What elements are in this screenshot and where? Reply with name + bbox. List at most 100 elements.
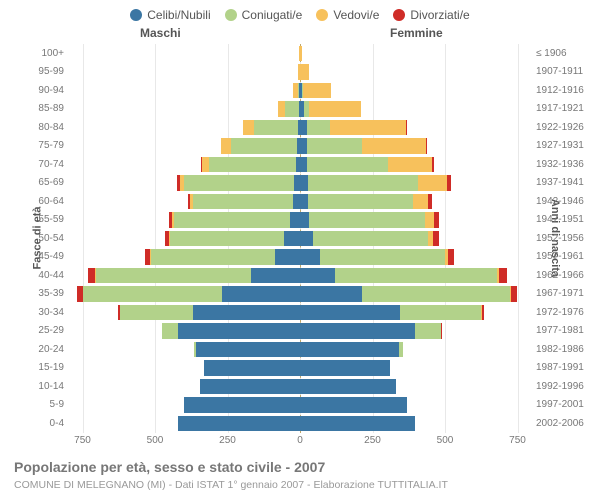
xaxis-tick: 250 xyxy=(219,435,236,446)
pyramid-row: 45-491957-1961 xyxy=(68,248,532,267)
bar-female xyxy=(300,268,507,284)
age-label: 45-49 xyxy=(28,251,64,262)
age-label: 20-24 xyxy=(28,344,64,355)
xaxis-tick: 0 xyxy=(297,435,303,446)
pyramid-row: 85-891917-1921 xyxy=(68,100,532,119)
age-label: 5-9 xyxy=(28,399,64,410)
bar-female xyxy=(300,397,407,413)
bar-female xyxy=(300,286,517,302)
pyramid-row: 100+≤ 1906 xyxy=(68,44,532,63)
bar-male xyxy=(188,194,301,210)
bar-male xyxy=(184,397,300,413)
bar-female xyxy=(300,175,451,191)
bar-female xyxy=(300,212,439,228)
age-label: 50-54 xyxy=(28,233,64,244)
legend-swatch xyxy=(393,9,405,21)
legend-label: Coniugati/e xyxy=(242,8,303,22)
pyramid-row: 75-791927-1931 xyxy=(68,137,532,156)
age-label: 10-14 xyxy=(28,381,64,392)
pyramid-row: 5-91997-2001 xyxy=(68,396,532,415)
bar-female xyxy=(300,323,442,339)
pyramid-row: 35-391967-1971 xyxy=(68,285,532,304)
age-label: 95-99 xyxy=(28,66,64,77)
bar-female xyxy=(300,120,406,136)
age-label: 0-4 xyxy=(28,418,64,429)
year-label: 1987-1991 xyxy=(536,362,594,373)
plot-area: 100+≤ 190695-991907-191190-941912-191685… xyxy=(68,44,532,433)
chart-grid: Fasce di età Anni di nascita 100+≤ 19069… xyxy=(0,44,600,433)
year-label: 1957-1961 xyxy=(536,251,594,262)
bar-female xyxy=(300,64,309,80)
age-label: 15-19 xyxy=(28,362,64,373)
year-label: 1997-2001 xyxy=(536,399,594,410)
bar-male xyxy=(278,101,300,117)
bar-male xyxy=(169,212,300,228)
pyramid-row: 20-241982-1986 xyxy=(68,340,532,359)
legend-swatch xyxy=(130,9,142,21)
chart-subtitle: COMUNE DI MELEGNANO (MI) - Dati ISTAT 1°… xyxy=(0,479,600,499)
pyramid-row: 70-741932-1936 xyxy=(68,155,532,174)
chart-rows: 100+≤ 190695-991907-191190-941912-191685… xyxy=(68,44,532,433)
year-label: 1922-1926 xyxy=(536,122,594,133)
bar-male xyxy=(194,342,300,358)
legend-label: Divorziati/e xyxy=(410,8,469,22)
legend-item: Coniugati/e xyxy=(225,8,303,22)
legend-swatch xyxy=(316,9,328,21)
pyramid-row: 30-341972-1976 xyxy=(68,303,532,322)
bar-female xyxy=(300,194,432,210)
pyramid-row: 40-441962-1966 xyxy=(68,266,532,285)
bar-male xyxy=(200,379,300,395)
year-label: 1972-1976 xyxy=(536,307,594,318)
age-label: 25-29 xyxy=(28,325,64,336)
bar-male xyxy=(293,83,300,99)
xaxis-tick: 500 xyxy=(147,435,164,446)
population-pyramid-chart: Celibi/Nubili Coniugati/e Vedovi/e Divorzia… xyxy=(0,0,600,499)
year-label: 1937-1941 xyxy=(536,177,594,188)
xaxis-tick: 750 xyxy=(74,435,91,446)
bar-male xyxy=(145,249,300,265)
bar-male xyxy=(204,360,300,376)
pyramid-row: 15-191987-1991 xyxy=(68,359,532,378)
pyramid-row: 90-941912-1916 xyxy=(68,81,532,100)
age-label: 35-39 xyxy=(28,288,64,299)
age-label: 80-84 xyxy=(28,122,64,133)
pyramid-row: 55-591947-1951 xyxy=(68,211,532,230)
year-label: 2002-2006 xyxy=(536,418,594,429)
year-label: 1967-1971 xyxy=(536,288,594,299)
year-label: 1947-1951 xyxy=(536,214,594,225)
pyramid-row: 10-141992-1996 xyxy=(68,377,532,396)
age-label: 55-59 xyxy=(28,214,64,225)
pyramid-row: 60-641942-1946 xyxy=(68,192,532,211)
legend-item: Vedovi/e xyxy=(316,8,379,22)
legend-item: Divorziati/e xyxy=(393,8,469,22)
xaxis-tick: 500 xyxy=(437,435,454,446)
bar-female xyxy=(300,416,415,432)
year-label: 1907-1911 xyxy=(536,66,594,77)
header-female: Femmine xyxy=(390,26,443,40)
age-label: 75-79 xyxy=(28,140,64,151)
legend-item: Celibi/Nubili xyxy=(130,8,210,22)
year-label: 1932-1936 xyxy=(536,159,594,170)
age-label: 90-94 xyxy=(28,85,64,96)
year-label: ≤ 1906 xyxy=(536,48,594,59)
bar-male xyxy=(162,323,300,339)
pyramid-row: 65-691937-1941 xyxy=(68,174,532,193)
bar-female xyxy=(300,101,361,117)
age-label: 70-74 xyxy=(28,159,64,170)
pyramid-row: 80-841922-1926 xyxy=(68,118,532,137)
bar-female xyxy=(300,157,434,173)
chart-title: Popolazione per età, sesso e stato civil… xyxy=(0,453,600,479)
bar-male xyxy=(88,268,300,284)
bar-female xyxy=(300,305,484,321)
xaxis-tick: 250 xyxy=(364,435,381,446)
bar-male xyxy=(243,120,300,136)
bar-male xyxy=(77,286,300,302)
gender-headers: Maschi Femmine xyxy=(0,26,600,44)
year-label: 1962-1966 xyxy=(536,270,594,281)
bar-male xyxy=(178,416,300,432)
year-label: 1977-1981 xyxy=(536,325,594,336)
legend-swatch xyxy=(225,9,237,21)
xaxis: 7505002500250500750 xyxy=(68,435,532,453)
pyramid-row: 25-291977-1981 xyxy=(68,322,532,341)
year-label: 1912-1916 xyxy=(536,85,594,96)
